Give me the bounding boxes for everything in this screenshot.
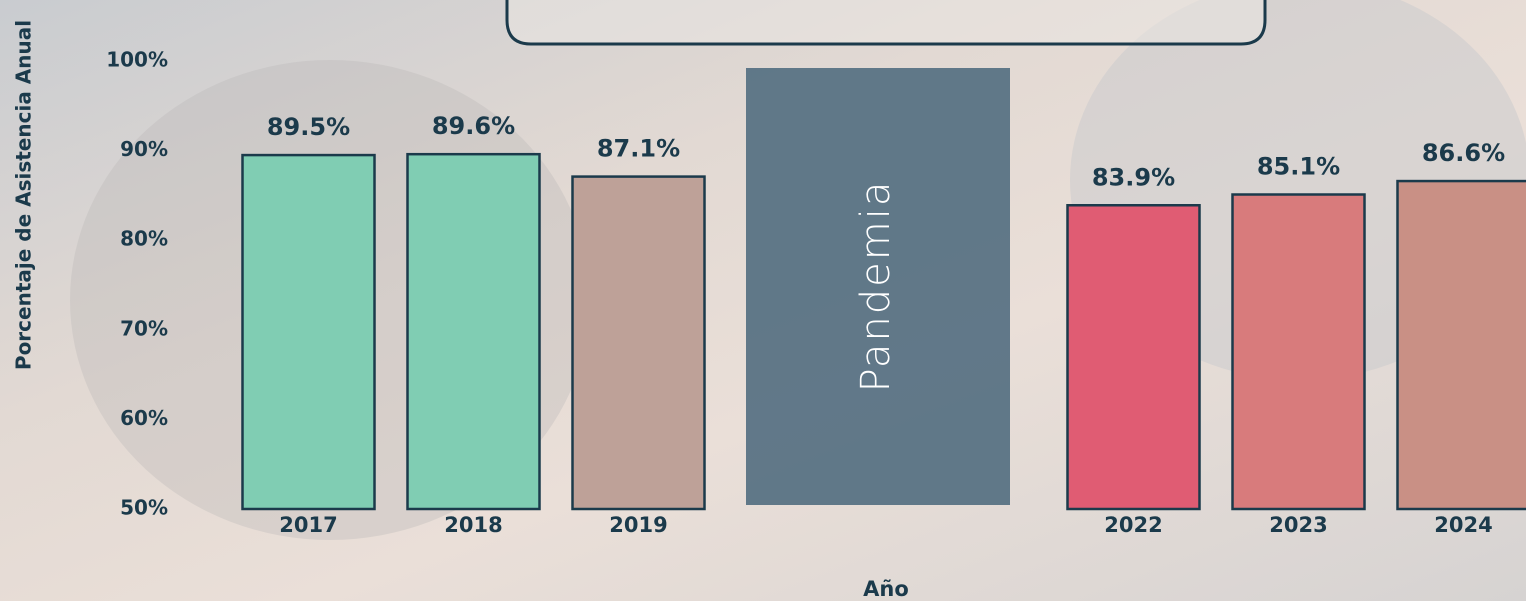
y-tick-label: 60% (120, 406, 168, 430)
x-tick-label: 2022 (1104, 513, 1162, 537)
value-label: 83.9% (1092, 163, 1175, 191)
value-label: 89.5% (267, 113, 350, 141)
y-tick-label: 100% (106, 48, 168, 72)
value-label: 86.6% (1422, 139, 1505, 167)
bar (243, 155, 375, 509)
bar (1068, 205, 1200, 509)
value-label: 87.1% (597, 135, 680, 163)
x-axis-label: Año (863, 577, 909, 601)
y-axis-label: Porcentaje de Asistencia Anual (12, 20, 36, 370)
x-tick-label: 2024 (1434, 513, 1492, 537)
chart: Porcentaje de Asistencia Anual Año Pande… (0, 0, 1526, 601)
y-tick-label: 70% (120, 316, 168, 340)
x-tick-label: 2017 (279, 513, 337, 537)
y-tick-label: 50% (120, 496, 168, 520)
pandemic-label: Pandemia (853, 180, 899, 393)
bar (1233, 195, 1365, 509)
x-tick-label: 2018 (444, 513, 502, 537)
y-tick-label: 80% (120, 227, 168, 251)
bar (1398, 181, 1526, 509)
y-tick-label: 90% (120, 137, 168, 161)
bar (573, 177, 705, 509)
value-label: 85.1% (1257, 153, 1340, 181)
x-tick-label: 2019 (609, 513, 667, 537)
header-box (507, 0, 1265, 44)
bar (408, 154, 540, 509)
x-tick-label: 2023 (1269, 513, 1327, 537)
value-label: 89.6% (432, 112, 515, 140)
